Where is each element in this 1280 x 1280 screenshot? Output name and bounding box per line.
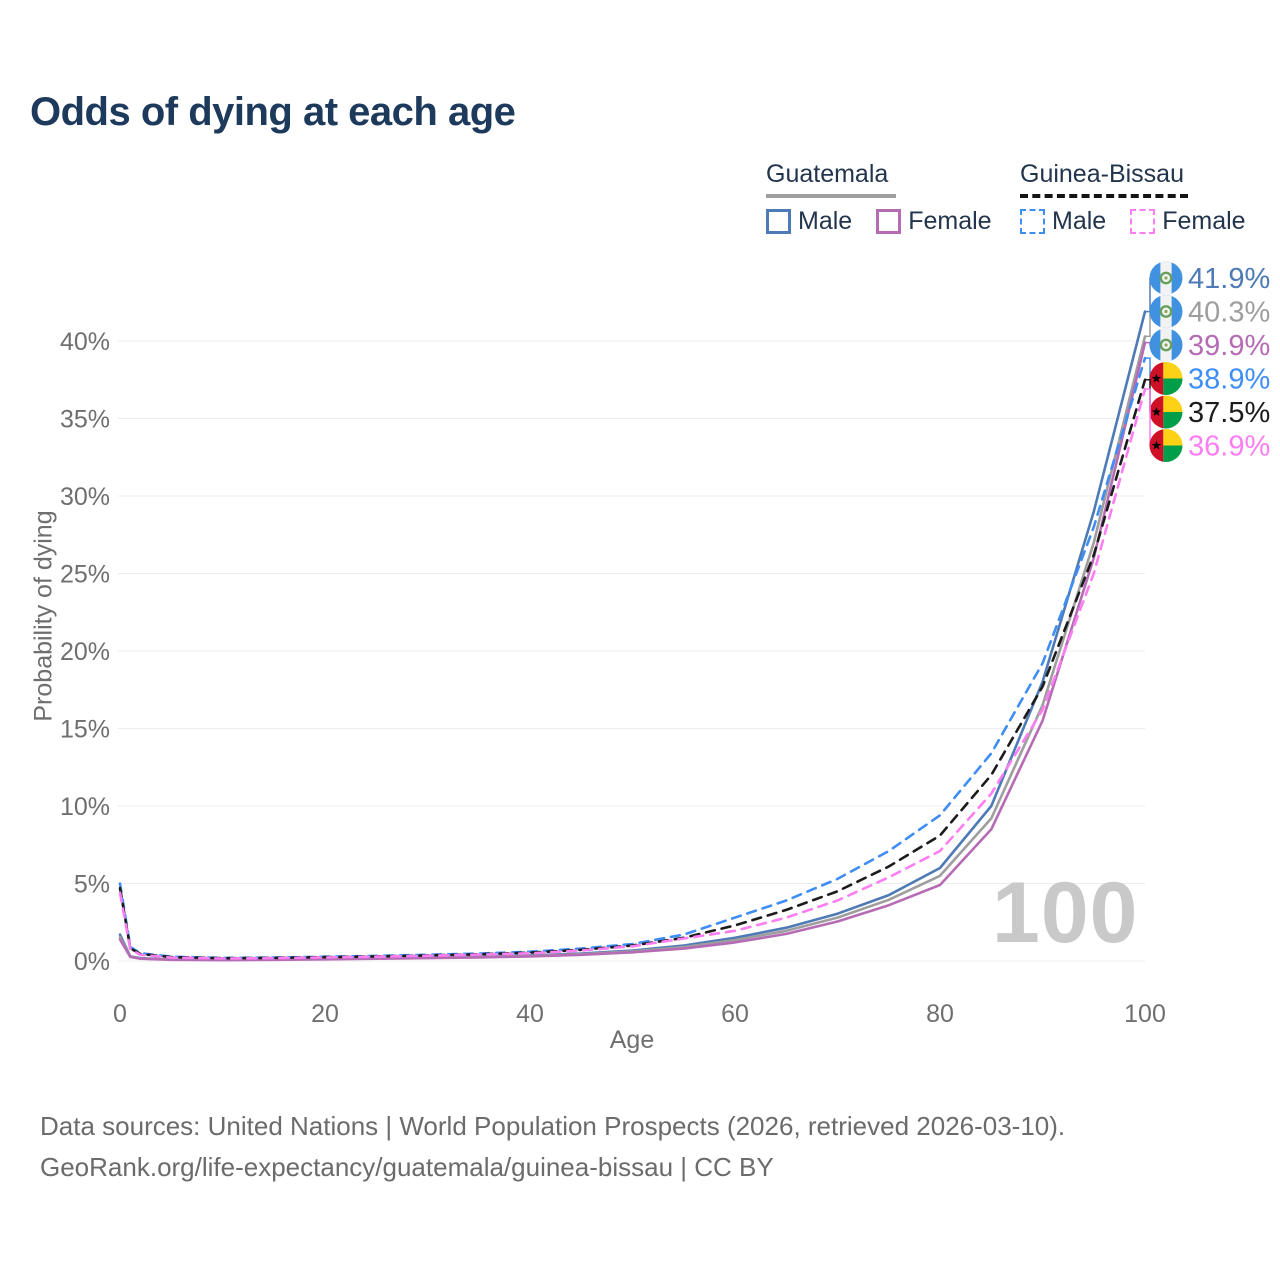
legend-item-guatemala-male[interactable]: Male (766, 207, 852, 236)
y-tick-label: 35% (60, 406, 110, 434)
legend-country-label-guatemala: Guatemala (766, 160, 889, 188)
legend-item-label: Male (1052, 207, 1107, 235)
gridlines: 0% 5% 10% 15% 20% 25% 30% 35% 40% 0 20 40 60 80 100 (60, 328, 1166, 1028)
footer-credits: Data sources: United Nations | World Pop… (40, 1106, 1065, 1188)
y-tick-label: 15% (60, 716, 110, 744)
end-value-label: 40.3% (1188, 297, 1270, 329)
y-tick-label: 10% (60, 793, 110, 821)
x-tick-label: 80 (926, 1000, 954, 1028)
end-value-label: 37.5% (1188, 397, 1270, 429)
x-tick-label: 60 (721, 1000, 749, 1028)
guatemala-male-swatch-icon[interactable] (766, 209, 791, 234)
guinea-bissau-male-swatch-icon[interactable] (1020, 209, 1045, 234)
x-tick-label: 20 (311, 1000, 339, 1028)
age-counter-watermark: 100 (992, 865, 1139, 961)
x-tick-label: 100 (1124, 1000, 1166, 1028)
x-axis-title: Age (609, 1026, 655, 1054)
series-line-guinea-bissau-female (118, 387, 1147, 960)
end-value-label: 41.9% (1188, 263, 1270, 295)
legend-group-guatemala: Guatemala Male Female (766, 160, 992, 236)
guatemala-female-swatch-icon[interactable] (876, 209, 902, 234)
guinea-bissau-female-swatch-icon[interactable] (1130, 209, 1156, 234)
legend-group-guinea-bissau: Guinea-Bissau Male Female (1020, 160, 1246, 236)
y-tick-label: 0% (74, 948, 110, 976)
y-tick-label: 30% (60, 483, 110, 511)
legend-item-guinea-bissau-female[interactable]: Female (1130, 207, 1246, 236)
guinea-bissau-flag-icon (1149, 395, 1183, 429)
series-line-guatemala-female (118, 341, 1147, 962)
legend-item-guatemala-female[interactable]: Female (876, 207, 992, 236)
guatemala-flag-icon (1149, 295, 1183, 328)
legend-linestyle-solid-sample (766, 194, 896, 198)
legend-country-label-guinea-bissau: Guinea-Bissau (1020, 160, 1184, 188)
end-value-label: 39.9% (1188, 330, 1270, 362)
attribution-line: GeoRank.org/life-expectancy/guatemala/gu… (40, 1152, 774, 1182)
legend-item-label: Female (908, 207, 992, 235)
legend-item-label: Male (798, 207, 853, 235)
y-tick-label: 5% (74, 871, 110, 899)
y-tick-label: 25% (60, 561, 110, 589)
guatemala-flag-icon (1149, 261, 1183, 295)
y-tick-label: 40% (60, 328, 110, 356)
end-value-label: 36.9% (1188, 431, 1270, 463)
legend-item-label: Female (1162, 207, 1246, 235)
data-source-line: Data sources: United Nations | World Pop… (40, 1111, 1066, 1141)
x-tick-label: 40 (516, 1000, 544, 1028)
legend-item-guinea-bissau-male[interactable]: Male (1020, 207, 1106, 236)
legend-linestyle-dashed-sample (1020, 194, 1188, 198)
end-value-label: 38.9% (1188, 364, 1270, 396)
page-title: Odds of dying at each age (30, 90, 516, 134)
x-tick-label: 0 (113, 1000, 127, 1028)
guatemala-flag-icon (1149, 328, 1183, 362)
y-tick-label: 20% (60, 638, 110, 666)
series-line-guatemala-male (118, 310, 1147, 962)
